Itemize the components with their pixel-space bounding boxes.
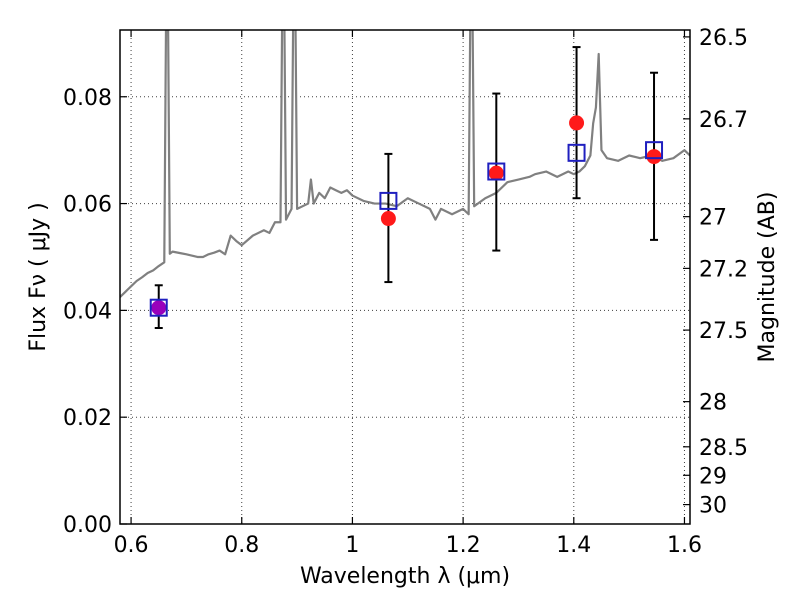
y-tick-label: 0.06 bbox=[63, 193, 112, 218]
model-spectrum-line bbox=[120, 30, 690, 298]
model-photometry-square bbox=[379, 191, 398, 210]
y2-tick-label: 28.5 bbox=[699, 436, 748, 461]
observed-point bbox=[646, 149, 662, 165]
y-tick-labels: 0.00 0.02 0.04 0.06 0.08 bbox=[63, 86, 112, 538]
plot-background bbox=[120, 30, 690, 524]
x-tick-labels: 0.6 0.8 1 1.2 1.4 1.6 bbox=[114, 533, 702, 558]
y2-tick-label: 27.2 bbox=[699, 257, 748, 282]
y2-tick-label: 30 bbox=[699, 494, 727, 519]
x-tick-label: 1.6 bbox=[667, 533, 702, 558]
y2-tick-labels: 26.5 26.7 27 27.2 27.5 28 28.5 29 30 bbox=[699, 26, 748, 519]
x-tick-label: 0.6 bbox=[114, 533, 149, 558]
tick-marks bbox=[120, 30, 690, 525]
x-tick-label: 1.2 bbox=[446, 533, 481, 558]
model-photometry-square bbox=[645, 141, 664, 160]
x-axis-label: Wavelength λ (μm) bbox=[300, 564, 510, 589]
model-photometry-square bbox=[487, 162, 506, 181]
observed-point-purple bbox=[151, 300, 167, 316]
x-tick-label: 1.4 bbox=[556, 533, 591, 558]
observed-point bbox=[380, 211, 396, 227]
y2-tick-label: 27 bbox=[699, 206, 727, 231]
observed-point bbox=[569, 115, 585, 131]
observed-point bbox=[488, 165, 504, 181]
y2-tick-label: 27.5 bbox=[699, 319, 748, 344]
data-layer bbox=[120, 30, 690, 330]
y-tick-label: 0.02 bbox=[63, 406, 112, 431]
x-tick-label: 0.8 bbox=[224, 533, 259, 558]
y2-tick-label: 29 bbox=[699, 464, 727, 489]
y2-tick-label: 26.5 bbox=[699, 26, 748, 51]
x-tick-label: 1 bbox=[345, 533, 359, 558]
y-tick-label: 0.00 bbox=[63, 513, 112, 538]
y-tick-label: 0.04 bbox=[63, 299, 112, 324]
y-axis-label: Flux Fν ( μJy ) bbox=[26, 202, 51, 351]
model-photometry-square bbox=[149, 298, 168, 317]
y2-tick-label: 28 bbox=[699, 391, 727, 416]
model-photometry-square bbox=[567, 143, 586, 162]
y-tick-label: 0.08 bbox=[63, 86, 112, 111]
y2-tick-label: 26.7 bbox=[699, 108, 748, 133]
y2-axis-label: Magnitude (AB) bbox=[755, 192, 780, 363]
plot-frame bbox=[119, 29, 691, 525]
